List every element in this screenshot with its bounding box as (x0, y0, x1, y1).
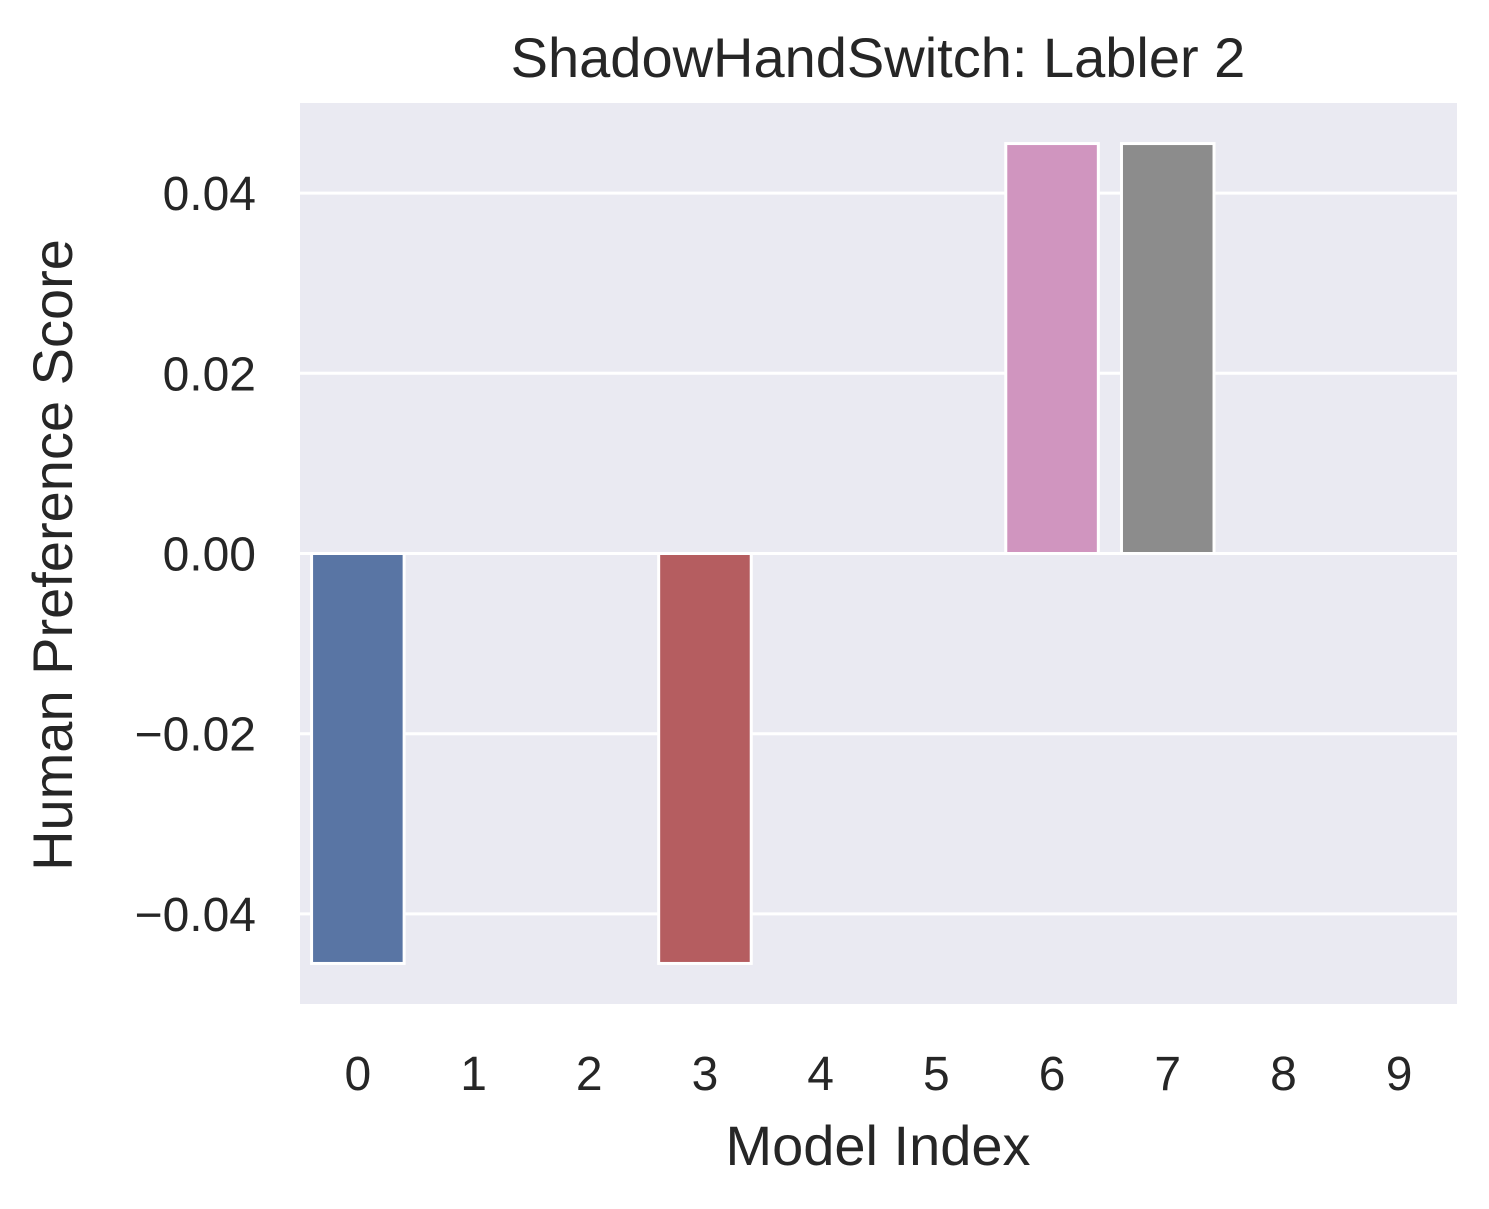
bars (310, 142, 1216, 965)
chart-title: ShadowHandSwitch: Labler 2 (511, 26, 1246, 89)
y-tick-label: 0.00 (163, 529, 256, 582)
y-axis-label: Human Preference Score (21, 239, 84, 871)
x-tick-label: 1 (460, 1048, 487, 1101)
grid-lines (300, 191, 1457, 916)
x-tick-label: 0 (344, 1048, 371, 1101)
x-tick-label: 9 (1386, 1048, 1413, 1101)
x-tick-label: 5 (923, 1048, 950, 1101)
y-tick-labels: −0.04 −0.02 0.00 0.02 0.04 (135, 168, 256, 942)
y-tick-label: 0.04 (163, 168, 256, 221)
bar-model-7 (1119, 142, 1216, 555)
x-tick-labels: 0 1 2 3 4 5 6 7 8 9 (344, 1048, 1412, 1101)
y-tick-label: −0.02 (135, 709, 256, 762)
x-tick-label: 4 (807, 1048, 834, 1101)
x-tick-label: 3 (692, 1048, 719, 1101)
x-tick-label: 2 (576, 1048, 603, 1101)
x-tick-label: 7 (1154, 1048, 1181, 1101)
bar-model-3 (657, 552, 753, 965)
bar-model-6 (1004, 142, 1100, 555)
y-tick-label: 0.02 (163, 348, 256, 401)
x-axis-label: Model Index (725, 1114, 1030, 1177)
x-tick-label: 6 (1039, 1048, 1066, 1101)
y-tick-label: −0.04 (135, 889, 256, 942)
bar-model-0 (310, 552, 406, 965)
x-tick-label: 8 (1270, 1048, 1297, 1101)
